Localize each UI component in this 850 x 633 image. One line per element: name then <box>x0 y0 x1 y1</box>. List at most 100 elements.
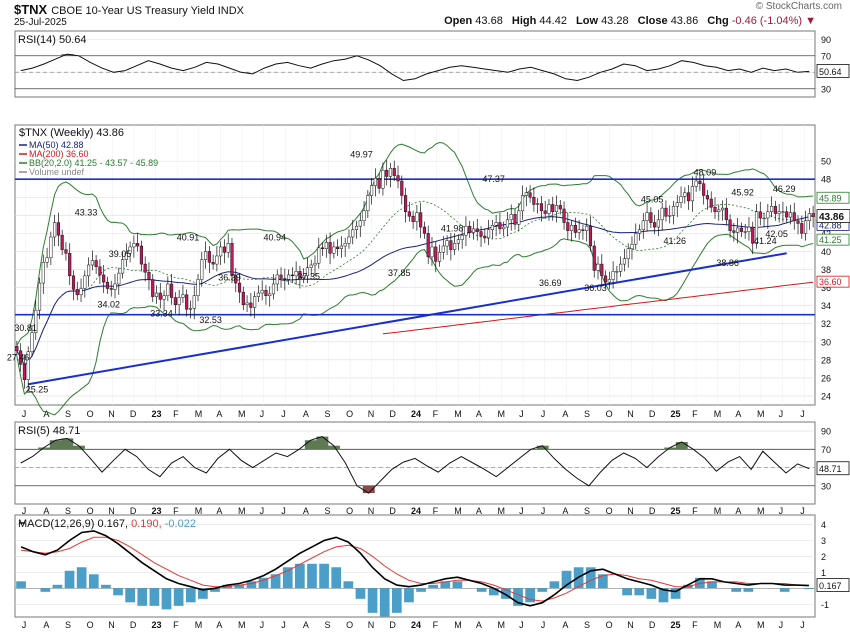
candle-body <box>256 292 260 297</box>
x-tick-label-mid: J <box>260 506 265 516</box>
candle-body <box>520 195 525 212</box>
x-tick-label-bottom: S <box>584 620 590 630</box>
candle-body <box>385 169 389 177</box>
legend-entry: MA(50) 42.88 <box>29 140 84 150</box>
candle-body <box>370 185 374 196</box>
price-annotation: 34.02 <box>97 299 120 309</box>
x-tick-label-bottom: J <box>260 620 265 630</box>
x-tick-label: D <box>130 409 137 419</box>
candle-body <box>570 225 574 231</box>
candle-body <box>645 212 649 221</box>
macd-hist-bar <box>246 581 257 589</box>
candle-body <box>294 271 298 277</box>
macd-tick-label: 2 <box>821 552 826 562</box>
candle-body <box>358 220 362 227</box>
candle-body <box>539 203 543 212</box>
candle-body <box>770 206 774 212</box>
rsi5-title: RSI(5) 48.71 <box>18 425 80 437</box>
rsi5-tick-label: 90 <box>821 427 831 437</box>
candle-body <box>298 271 302 278</box>
price-tick-label: 28 <box>821 355 831 365</box>
x-tick-label: M <box>454 409 462 419</box>
price-right-label: 45.89 <box>819 193 842 203</box>
candle-body <box>83 275 87 289</box>
candle-body <box>158 292 162 300</box>
candle-body <box>547 204 551 214</box>
macd-hist-bar <box>440 581 451 589</box>
macd-hist-bar <box>513 588 523 606</box>
macd-hist-bar <box>307 563 317 589</box>
candle-body <box>188 308 193 310</box>
x-tick-label: A <box>216 409 222 419</box>
macd-last-label: 0.167 <box>819 581 842 591</box>
candle-body <box>109 288 113 290</box>
candle-body <box>687 192 691 202</box>
candle-body <box>143 263 147 273</box>
x-tick-label-mid: A <box>216 506 222 516</box>
price-tick-label: 36 <box>821 283 831 293</box>
x-tick-label: F <box>433 409 439 419</box>
candle-body <box>287 274 291 280</box>
x-tick-label: 25 <box>670 409 680 419</box>
candle-body <box>75 289 79 296</box>
x-tick-label: D <box>649 409 656 419</box>
x-tick-label-bottom: D <box>389 620 396 630</box>
macd-value: 0.167, <box>97 518 131 530</box>
candle-body <box>253 296 257 308</box>
x-tick-label-bottom: N <box>368 620 375 630</box>
macd-hist-bar <box>452 581 463 589</box>
price-right-label: 36.60 <box>819 277 842 287</box>
candle-body <box>554 205 559 212</box>
candle-body <box>177 297 181 305</box>
macd-hist-bar <box>525 588 535 603</box>
candle-body <box>502 226 506 230</box>
x-tick-label-bottom: J <box>800 620 805 630</box>
candle-body <box>517 210 521 225</box>
x-tick-label-bottom: 23 <box>152 620 162 630</box>
rsi5-frame <box>14 421 816 505</box>
candle-body <box>566 222 570 231</box>
x-tick-label-mid: F <box>692 506 698 516</box>
candle-body <box>102 274 106 283</box>
chart-header: $TNX CBOE 10-Year US Treasury Yield INDX … <box>0 0 850 30</box>
macd-hist-bar <box>476 588 487 592</box>
candle-body <box>679 196 683 203</box>
macd-hist-bar <box>670 588 681 599</box>
macd-tick-label: 3 <box>821 536 826 546</box>
x-tick-label-mid: S <box>584 506 590 516</box>
x-tick-label-bottom: M <box>454 620 462 630</box>
candle-body <box>105 281 110 289</box>
candle-body <box>234 275 238 284</box>
candle-body <box>132 243 136 248</box>
macd-hist-bar <box>731 588 742 592</box>
macd-hist-bar <box>52 584 63 589</box>
x-tick-label-bottom: A <box>43 620 49 630</box>
candle-body <box>317 247 321 264</box>
macd-hist-bar <box>331 567 342 589</box>
candle-body <box>720 207 725 211</box>
candle-body <box>471 228 476 233</box>
candle-body <box>22 364 27 380</box>
x-tick-label-bottom: N <box>108 620 115 630</box>
candle-body <box>717 209 721 212</box>
candle-body <box>343 243 347 247</box>
macd-hist-bar <box>40 588 51 592</box>
candle-body <box>151 279 155 297</box>
x-tick-label-mid: S <box>65 506 71 516</box>
candle-body <box>453 243 457 250</box>
candle-body <box>637 229 642 234</box>
candle-body <box>800 223 804 234</box>
candle-body <box>653 222 657 228</box>
macd-tick-label: 4 <box>821 520 826 530</box>
price-annotation: 32.53 <box>199 315 222 325</box>
candle-body <box>275 274 279 285</box>
candle-body <box>656 219 660 228</box>
candle-body <box>403 195 408 212</box>
candle-body <box>509 214 513 221</box>
candle-body <box>785 211 789 218</box>
x-tick-label: D <box>389 409 396 419</box>
x-tick-label-bottom: M <box>195 620 203 630</box>
candle-body <box>694 180 698 187</box>
price-annotation: 49.97 <box>350 150 373 160</box>
candle-body <box>339 245 343 249</box>
